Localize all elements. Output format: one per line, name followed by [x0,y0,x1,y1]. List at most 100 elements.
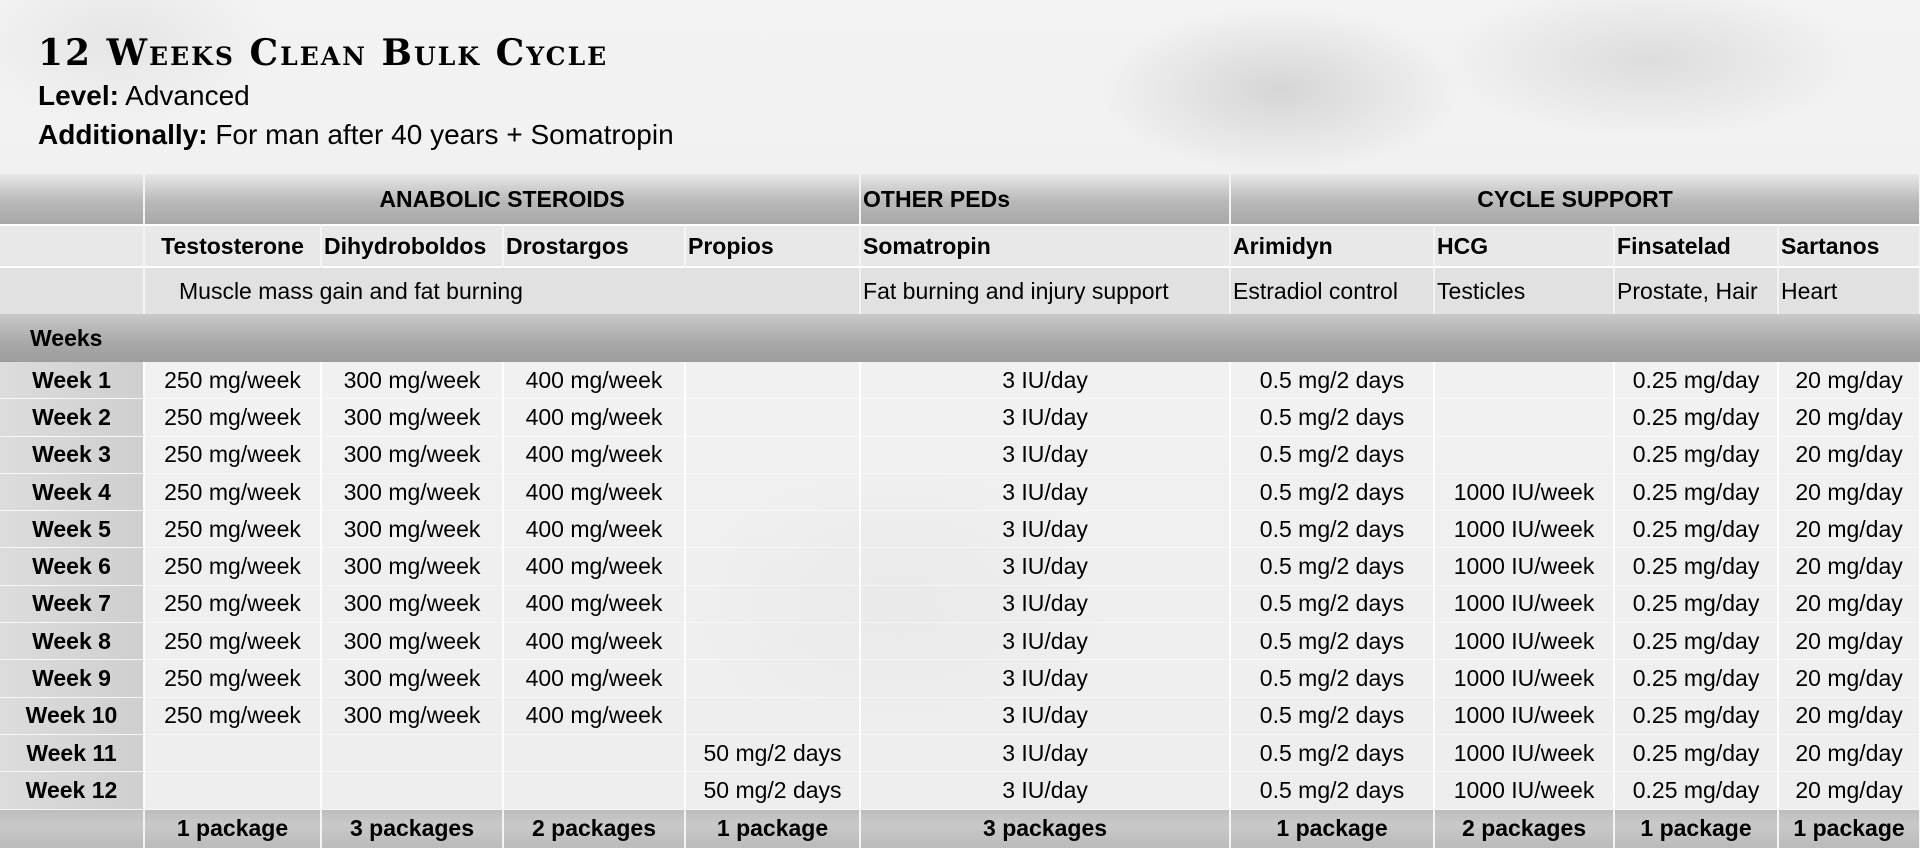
dose-cell: 400 mg/week [503,362,686,400]
dose-cell: 0.25 mg/day [1614,659,1780,698]
dose-cell: 300 mg/week [321,659,504,698]
dose-cell [685,510,862,549]
dose-cell: 50 mg/2 days [685,734,862,773]
dose-cell: 400 mg/week [503,697,686,735]
purpose-row: Muscle mass gain and fat burning Fat bur… [0,266,1920,314]
dose-cell [503,771,686,810]
package-total: 1 package [144,809,322,848]
dose-cell [685,622,862,661]
dose-cell: 400 mg/week [503,547,686,586]
dose-cell: 300 mg/week [321,622,504,661]
package-total: 3 packages [321,809,504,848]
dose-cell: 300 mg/week [321,547,504,586]
dose-cell: 20 mg/day [1778,622,1920,661]
dose-cell: 20 mg/day [1778,771,1920,810]
additionally-value: For man after 40 years + Somatropin [215,119,674,150]
dose-cell: 300 mg/week [321,362,504,400]
dose-cell: 20 mg/day [1778,473,1920,512]
dose-cell: 0.5 mg/2 days [1230,473,1436,512]
dose-cell: 0.25 mg/day [1614,398,1780,437]
dose-cell: 3 IU/day [860,398,1232,437]
totals-row: 1 package 3 packages 2 packages 1 package 3 … [0,809,1920,848]
dose-cell: 300 mg/week [321,697,504,735]
purpose-arimidyn: Estradiol control [1230,266,1436,314]
dose-cell: 0.25 mg/day [1614,547,1780,586]
purpose-hcg: Testicles [1434,266,1616,314]
week-label: Week 11 [0,734,145,773]
dose-cell: 0.5 mg/2 days [1230,734,1436,773]
compound-arimidyn: Arimidyn [1230,224,1436,267]
week-label: Week 12 [0,771,145,810]
table-row: Week 7 250 mg/week 300 mg/week 400 mg/week 3… [0,585,1920,624]
dose-cell: 400 mg/week [503,659,686,698]
dose-cell: 250 mg/week [144,436,322,474]
dose-cell: 400 mg/week [503,622,686,661]
dose-cell: 3 IU/day [860,659,1232,698]
dose-cell: 0.25 mg/day [1614,734,1780,773]
dose-cell [321,734,504,773]
compound-propios: Propios [685,224,862,267]
dose-cell: 3 IU/day [860,585,1232,624]
dose-cell: 0.5 mg/2 days [1230,771,1436,810]
dose-cell: 3 IU/day [860,771,1232,810]
totals-spacer [0,809,145,848]
group-anabolic-steroids: ANABOLIC STEROIDS [144,174,862,225]
dose-cell: 0.5 mg/2 days [1230,585,1436,624]
table-row: Week 10 250 mg/week 300 mg/week 400 mg/week… [0,697,1920,735]
dose-cell: 0.5 mg/2 days [1230,547,1436,586]
dose-cell: 0.5 mg/2 days [1230,659,1436,698]
dose-cell: 1000 IU/week [1434,771,1616,810]
dose-cell: 0.5 mg/2 days [1230,436,1436,474]
dose-cell: 250 mg/week [144,585,322,624]
dose-cell: 20 mg/day [1778,585,1920,624]
dose-cell: 0.5 mg/2 days [1230,510,1436,549]
dose-cell [685,697,862,735]
dose-cell: 20 mg/day [1778,547,1920,586]
dose-cell: 20 mg/day [1778,659,1920,698]
dose-cell: 250 mg/week [144,622,322,661]
dose-cell: 1000 IU/week [1434,659,1616,698]
dose-cell: 50 mg/2 days [685,771,862,810]
dose-cell: 400 mg/week [503,398,686,437]
week-label: Week 2 [0,398,145,437]
dose-cell [144,734,322,773]
level-value: Advanced [125,80,250,111]
additionally-label: Additionally: [38,119,208,150]
group-spacer [0,174,145,225]
purpose-somatropin: Fat burning and injury support [860,266,1232,314]
dose-cell [1434,398,1616,437]
compound-somatropin: Somatropin [860,224,1232,267]
dose-cell [685,585,862,624]
page-title: 12 Weeks Clean Bulk Cycle [38,32,609,74]
dose-cell: 400 mg/week [503,473,686,512]
table-row: Week 8 250 mg/week 300 mg/week 400 mg/week 3… [0,622,1920,661]
compound-sartanos: Sartanos [1778,224,1920,267]
package-total: 1 package [1230,809,1436,848]
dose-cell: 0.25 mg/day [1614,622,1780,661]
package-total: 1 package [1778,809,1920,848]
dose-cell: 0.5 mg/2 days [1230,697,1436,735]
table-row: Week 11 50 mg/2 days 3 IU/day 0.5 mg/2 days… [0,734,1920,773]
level-label: Level: [38,80,119,111]
week-label: Week 5 [0,510,145,549]
dose-cell: 400 mg/week [503,585,686,624]
dose-cell [1434,436,1616,474]
weeks-header-row: Weeks [0,314,1920,362]
dose-cell: 0.25 mg/day [1614,510,1780,549]
dose-cell [685,398,862,437]
dose-cell: 0.25 mg/day [1614,473,1780,512]
dose-cell: 250 mg/week [144,398,322,437]
table-row: Week 12 50 mg/2 days 3 IU/day 0.5 mg/2 days… [0,771,1920,810]
dose-cell [685,547,862,586]
name-spacer [0,224,145,267]
dose-cell: 0.25 mg/day [1614,436,1780,474]
dose-cell: 250 mg/week [144,362,322,400]
week-label: Week 7 [0,585,145,624]
dose-cell: 1000 IU/week [1434,585,1616,624]
package-total: 2 packages [1434,809,1616,848]
dose-cell: 400 mg/week [503,510,686,549]
group-header-row: ANABOLIC STEROIDS OTHER PEDs CYCLE SUPPO… [0,174,1920,225]
compound-testosterone: Testosterone [144,224,322,267]
dose-cell: 250 mg/week [144,547,322,586]
dose-cell: 250 mg/week [144,510,322,549]
